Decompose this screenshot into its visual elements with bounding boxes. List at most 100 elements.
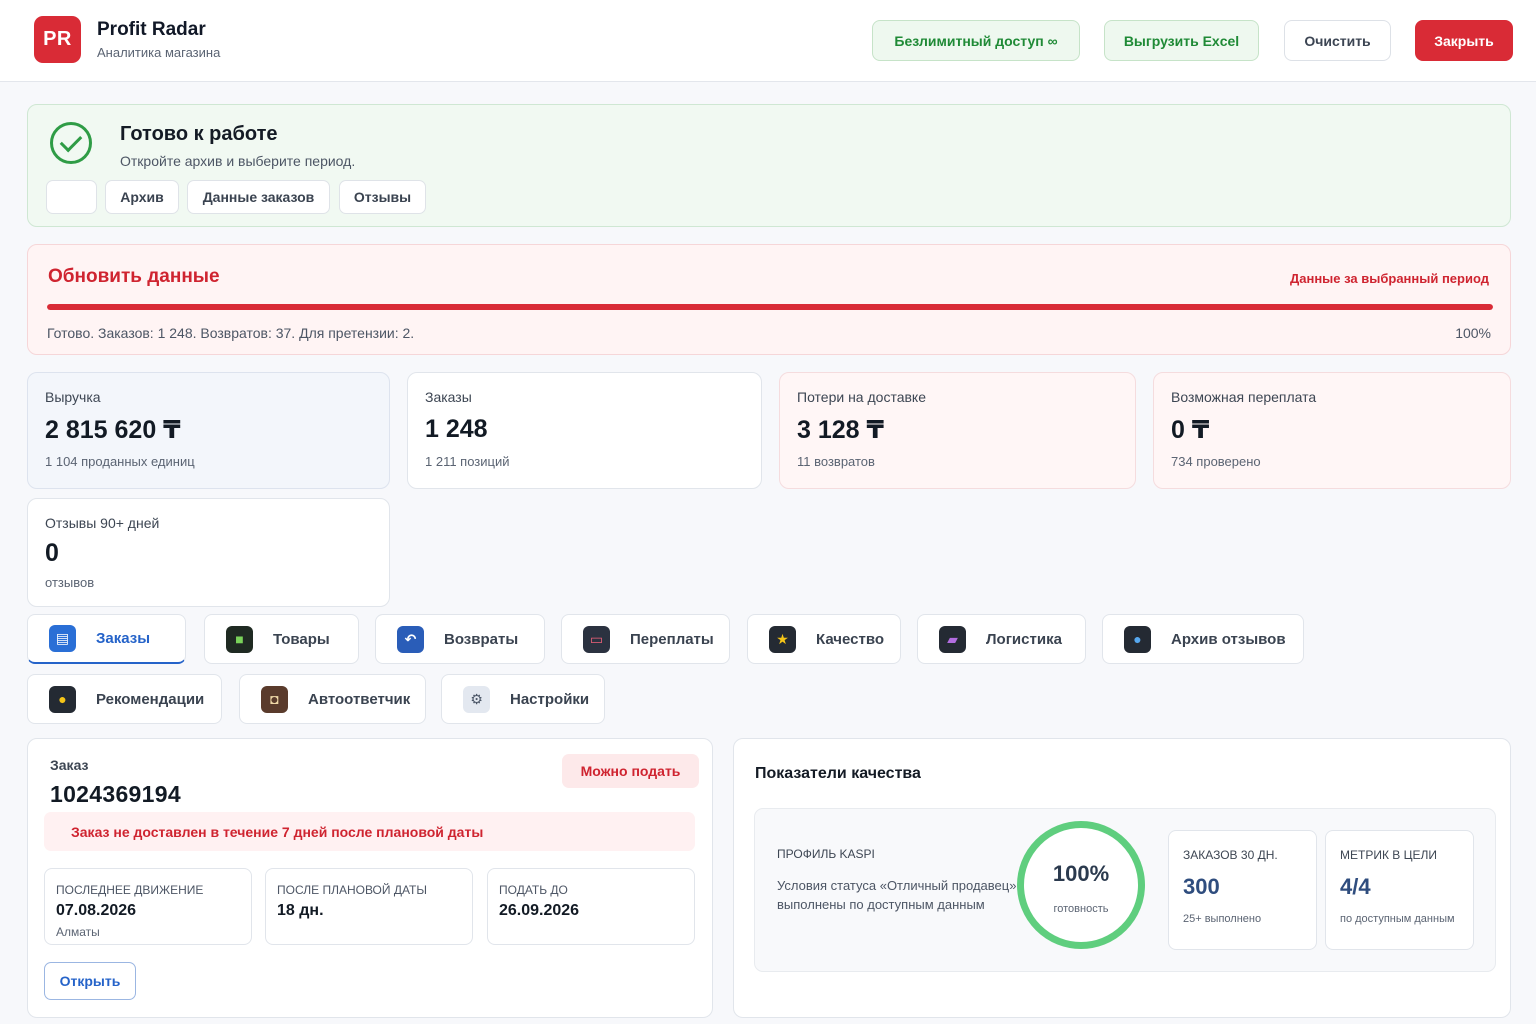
readiness-ring: 100% готовность (1017, 821, 1145, 949)
order-alert: Заказ не доставлен в течение 7 дней посл… (44, 812, 695, 851)
open-order-button[interactable]: Открыть (44, 962, 136, 1000)
store-icon: ▤ (49, 625, 76, 652)
q-card-label: Заказов 30 дн. (1183, 848, 1278, 862)
mini-value: 07.08.2026 (56, 902, 137, 919)
box-icon: ■ (226, 625, 253, 653)
unlimited-access-button[interactable]: Безлимитный доступ ∞ (872, 20, 1080, 61)
update-percent: 100% (1455, 325, 1491, 341)
order-label: Заказ (50, 757, 89, 773)
star-icon: ★ (769, 625, 796, 653)
truck-icon: ▰ (939, 625, 966, 653)
chip-order-data[interactable]: Данные заказов (187, 180, 330, 214)
deadline-card: Подать до 26.09.2026 (487, 868, 695, 945)
order-panel: Заказ 1024369194 Можно подать Заказ не д… (27, 738, 713, 1018)
progress-fill (47, 304, 1493, 310)
mini-sub: Алматы (56, 925, 100, 939)
q-card-label: Метрик в цели (1340, 848, 1438, 862)
tab-label: Автоответчик (308, 690, 411, 708)
tab-logistics[interactable]: ▰ Логистика (917, 614, 1086, 664)
tab-label: Переплаты (630, 630, 714, 648)
tab-returns[interactable]: ↶ Возвраты (375, 614, 545, 664)
metrics-card: Метрик в цели 4/4 по доступным данным (1325, 830, 1474, 950)
tab-label: Рекомендации (96, 690, 205, 708)
q-card-value: 4/4 (1340, 874, 1371, 899)
stat-sub: отзывов (45, 575, 95, 590)
ready-title: Готово к работе (120, 123, 278, 145)
stat-value: 3 128 ₸ (797, 416, 884, 444)
tab-settings[interactable]: ⚙ Настройки (441, 674, 605, 724)
mini-value: 18 дн. (277, 902, 324, 919)
stat-card-revenue: Выручка 2 815 620 ₸ 1 104 проданных един… (27, 372, 390, 489)
mini-label: После плановой даты (277, 883, 427, 897)
update-panel: Обновить данные Данные за выбранный пери… (27, 244, 1511, 355)
close-button[interactable]: Закрыть (1415, 20, 1513, 61)
stat-value: 0 (45, 539, 59, 567)
tab-overpayments[interactable]: ▭ Переплаты (561, 614, 730, 664)
quality-summary: Профиль Kaspi Условия статуса «Отличный … (754, 808, 1496, 972)
app-header: PR Profit Radar Аналитика магазина Безли… (0, 0, 1536, 82)
last-move-card: Последнее движение 07.08.2026 Алматы (44, 868, 252, 945)
chip-archive[interactable]: Архив (105, 180, 179, 214)
stat-value: 0 ₸ (1171, 416, 1210, 444)
stat-card-orders: Заказы 1 248 1 211 позиций (407, 372, 762, 489)
claim-status-badge: Можно подать (562, 754, 699, 788)
mini-label: Последнее движение (56, 883, 204, 897)
return-arrow-icon: ↶ (397, 625, 424, 653)
tab-review-archive[interactable]: ● Архив отзывов (1102, 614, 1304, 664)
quality-panel: Показатели качества Профиль Kaspi Услови… (733, 738, 1511, 1018)
quality-title: Показатели качества (755, 765, 921, 782)
tab-label: Настройки (510, 690, 590, 708)
tab-orders[interactable]: ▤ Заказы (27, 614, 186, 664)
update-status: Готово. Заказов: 1 248. Возвратов: 37. Д… (47, 325, 415, 341)
tab-recommendations[interactable]: ● Рекомендации (27, 674, 222, 724)
stat-label: Возможная переплата (1171, 389, 1317, 405)
stat-label: Заказы (425, 389, 472, 405)
app-subtitle: Аналитика магазина (97, 45, 221, 60)
ring-sub: готовность (1053, 903, 1109, 915)
credit-card-icon: ▭ (583, 625, 610, 653)
ready-subtitle: Откройте архив и выберите период. (120, 153, 356, 169)
mini-value: 26.09.2026 (499, 902, 580, 919)
stat-label: Отзывы 90+ дней (45, 515, 160, 531)
q-card-value: 300 (1183, 874, 1220, 899)
stat-card-delivery-losses: Потери на доставке 3 128 ₸ 11 возвратов (779, 372, 1136, 489)
period-note: Данные за выбранный период (1289, 271, 1489, 286)
gear-icon: ⚙ (463, 685, 490, 713)
profile-text: Условия статуса «Отличный продавец» выпо… (777, 878, 1017, 912)
app-logo: PR (34, 16, 81, 63)
stat-sub: 734 проверено (1171, 454, 1261, 469)
chip-empty[interactable] (46, 180, 97, 214)
ring-value: 100% (1052, 861, 1110, 886)
tab-label: Товары (273, 630, 330, 648)
speech-bubble-icon: ● (1124, 625, 1151, 653)
app-title: Profit Radar (97, 19, 206, 40)
tab-label: Качество (816, 630, 885, 648)
ready-panel: Готово к работе Откройте архив и выберит… (27, 104, 1511, 227)
clear-button[interactable]: Очистить (1284, 20, 1391, 61)
stat-label: Выручка (45, 389, 101, 405)
tab-label: Заказы (96, 630, 151, 647)
tab-autoresponder[interactable]: ◘ Автоответчик (239, 674, 426, 724)
tab-products[interactable]: ■ Товары (204, 614, 359, 664)
after-plan-card: После плановой даты 18 дн. (265, 868, 473, 945)
stat-sub: 11 возвратов (797, 454, 875, 469)
stat-sub: 1 104 проданных единиц (45, 454, 195, 469)
update-title[interactable]: Обновить данные (48, 266, 220, 287)
stat-sub: 1 211 позиций (425, 454, 510, 469)
tab-label: Архив отзывов (1171, 630, 1286, 648)
robot-icon: ◘ (261, 685, 288, 713)
progress-bar (47, 304, 1493, 310)
stat-label: Потери на доставке (797, 389, 926, 405)
chip-reviews[interactable]: Отзывы (339, 180, 426, 214)
orders-30-card: Заказов 30 дн. 300 25+ выполнено (1168, 830, 1317, 950)
check-circle-icon (50, 122, 92, 164)
stat-card-reviews: Отзывы 90+ дней 0 отзывов (27, 498, 390, 607)
tab-quality[interactable]: ★ Качество (747, 614, 901, 664)
profile-label: Профиль Kaspi (777, 847, 875, 861)
export-excel-button[interactable]: Выгрузить Excel (1104, 20, 1259, 61)
stat-value: 1 248 (425, 415, 488, 443)
q-card-sub: по доступным данным (1340, 913, 1455, 925)
tab-label: Логистика (986, 630, 1062, 648)
stat-card-overpayment: Возможная переплата 0 ₸ 734 проверено (1153, 372, 1511, 489)
stat-value: 2 815 620 ₸ (45, 416, 181, 444)
